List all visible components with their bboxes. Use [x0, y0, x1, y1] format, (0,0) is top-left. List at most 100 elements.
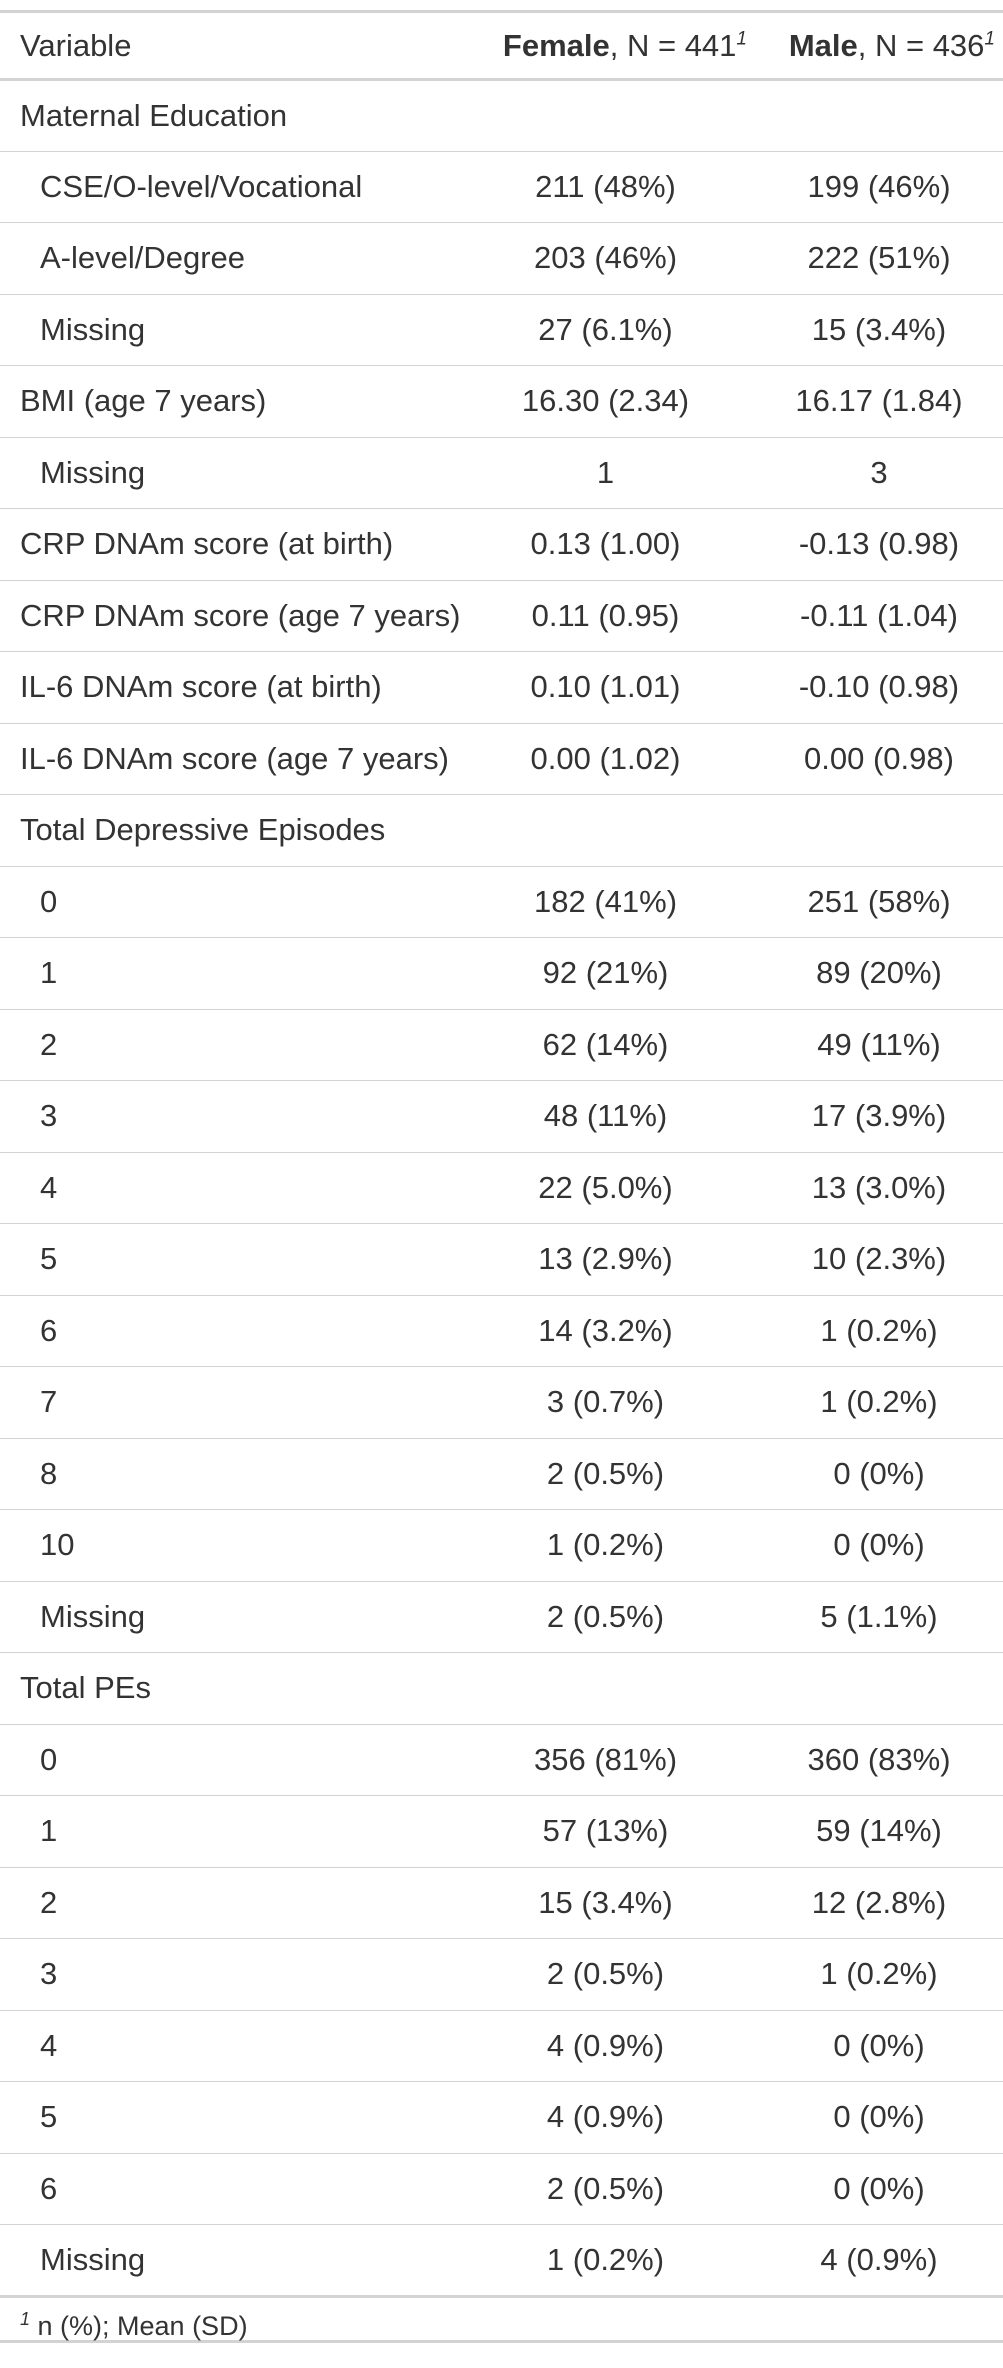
row-label: 4 — [40, 2027, 58, 2063]
row-label: BMI (age 7 years) — [20, 383, 267, 419]
female-value: 0.00 (1.02) — [530, 740, 681, 776]
row-label: Missing — [40, 1598, 146, 1634]
row-label: Missing — [40, 454, 146, 490]
header-row: Variable Female, N = 4411 Male, N = 4361 — [0, 11, 1003, 80]
table-body: Maternal Education CSE/O-level/Vocational… — [0, 80, 1003, 2296]
male-value: -0.10 (0.98) — [798, 669, 960, 705]
table-row: BMI (age 7 years) 16.30 (2.34) 16.17 (1.84… — [0, 366, 1003, 437]
row-label: 3 — [40, 1098, 58, 1134]
male-value: 251 (58%) — [807, 883, 951, 919]
table-row: 6 2 (0.5%) 0 (0%) — [0, 2153, 1003, 2225]
row-label: CSE/O-level/Vocational — [40, 168, 363, 204]
row-label: CRP DNAm score (age 7 years) — [20, 597, 461, 633]
male-value: 0 (0%) — [833, 2099, 925, 2135]
table-row: 2 15 (3.4%) 12 (2.8%) — [0, 1867, 1003, 1939]
table-row: 3 48 (11%) 17 (3.9%) — [0, 1081, 1003, 1152]
row-label: 0 — [40, 1741, 58, 1777]
table-row: IL-6 DNAm score (age 7 years) 0.00 (1.02)… — [0, 723, 1003, 795]
footnote-text: n (%); Mean (SD) — [30, 2310, 248, 2341]
summary-table: Variable Female, N = 4411 Male, N = 4361… — [0, 10, 1003, 2298]
row-label: 7 — [40, 1384, 58, 1420]
row-label: 0 — [40, 883, 58, 919]
male-value: 10 (2.3%) — [811, 1241, 947, 1277]
female-value: 2 (0.5%) — [546, 2170, 665, 2206]
row-label: Missing — [40, 311, 146, 347]
table-row: 6 14 (3.2%) 1 (0.2%) — [0, 1295, 1003, 1367]
row-label: 2 — [40, 1026, 58, 1062]
male-value: 3 — [870, 454, 888, 490]
male-value: 0 (0%) — [833, 2170, 925, 2206]
table-row: 1 57 (13%) 59 (14%) — [0, 1796, 1003, 1867]
header-male-n: , N = 436 — [857, 27, 985, 63]
table-row: 0 356 (81%) 360 (83%) — [0, 1724, 1003, 1796]
footnote-marker: 1 — [20, 2308, 31, 2329]
row-label: 2 — [40, 1884, 58, 1920]
female-value: 2 (0.5%) — [546, 1455, 665, 1491]
female-value: 48 (11%) — [543, 1098, 668, 1134]
table-row: CRP DNAm score (at birth) 0.13 (1.00) -0.1… — [0, 509, 1003, 580]
female-value: 13 (2.9%) — [538, 1241, 673, 1277]
female-value: 1 — [596, 454, 615, 490]
female-value: 22 (5.0%) — [538, 1169, 673, 1205]
male-value: 1 (0.2%) — [820, 1956, 938, 1992]
female-value: 3 (0.7%) — [546, 1384, 665, 1420]
female-value: 4 (0.9%) — [546, 2027, 665, 2063]
female-value: 27 (6.1%) — [538, 311, 673, 347]
row-label: Maternal Education — [20, 97, 288, 133]
female-value: 2 (0.5%) — [546, 1956, 665, 1992]
table-row: CRP DNAm score (age 7 years) 0.11 (0.95) -… — [0, 580, 1003, 652]
female-value: 0.10 (1.01) — [530, 669, 681, 705]
row-label: IL-6 DNAm score (at birth) — [20, 669, 382, 705]
table-row: 5 13 (2.9%) 10 (2.3%) — [0, 1224, 1003, 1295]
male-value — [755, 80, 1003, 152]
female-value: 1 (0.2%) — [546, 1527, 665, 1563]
table-header: Variable Female, N = 4411 Male, N = 4361 — [0, 11, 1003, 80]
table-row: 7 3 (0.7%) 1 (0.2%) — [0, 1367, 1003, 1438]
table-row: 10 1 (0.2%) 0 (0%) — [0, 1510, 1003, 1581]
header-female-name: Female — [502, 27, 610, 63]
female-value: 15 (3.4%) — [538, 1884, 673, 1920]
row-label: Missing — [40, 2241, 146, 2277]
row-label: 8 — [40, 1455, 58, 1491]
female-value: 0.13 (1.00) — [530, 526, 681, 562]
female-value: 62 (14%) — [542, 1026, 669, 1062]
male-value: 17 (3.9%) — [811, 1098, 947, 1134]
female-value: 356 (81%) — [533, 1741, 678, 1777]
male-value: 0 (0%) — [833, 2027, 925, 2063]
table-row: 4 4 (0.9%) 0 (0%) — [0, 2010, 1003, 2082]
table-row: 8 2 (0.5%) 0 (0%) — [0, 1438, 1003, 1510]
male-value: -0.11 (1.04) — [800, 597, 958, 633]
table-row: 1 92 (21%) 89 (20%) — [0, 938, 1003, 1009]
header-female-n: , N = 441 — [609, 27, 737, 63]
table-row: A-level/Degree 203 (46%) 222 (51%) — [0, 223, 1003, 294]
male-value: 1 (0.2%) — [820, 1312, 938, 1348]
female-value: 211 (48%) — [535, 168, 676, 204]
table-row: Maternal Education — [0, 80, 1003, 152]
male-value: 15 (3.4%) — [811, 311, 947, 347]
female-value: 0.11 (0.95) — [531, 597, 680, 633]
row-label: 6 — [40, 1312, 58, 1348]
male-value: 0 (0%) — [833, 1455, 925, 1491]
female-value: 4 (0.9%) — [546, 2099, 665, 2135]
header-male: Male, N = 4361 — [755, 12, 1003, 80]
male-value: 16.17 (1.84) — [795, 383, 963, 419]
table-row: Missing 1 3 — [0, 437, 1003, 509]
male-value: -0.13 (0.98) — [798, 526, 960, 562]
table-footnote: 1 n (%); Mean (SD) — [0, 2298, 1003, 2343]
male-value: 5 (1.1%) — [820, 1598, 938, 1634]
female-value: 92 (21%) — [542, 955, 669, 991]
row-label: 6 — [40, 2170, 58, 2206]
header-male-footnote-marker: 1 — [984, 28, 995, 50]
male-value: 59 (14%) — [816, 1813, 942, 1849]
male-value: 0.00 (0.98) — [804, 740, 954, 776]
male-value: 0 (0%) — [833, 1527, 925, 1563]
female-value: 2 (0.5%) — [546, 1598, 665, 1634]
table-row: Total Depressive Episodes — [0, 795, 1003, 866]
row-label: Total PEs — [20, 1670, 151, 1706]
summary-table-container: Variable Female, N = 4411 Male, N = 4361… — [0, 10, 1003, 2343]
male-value: 199 (46%) — [807, 168, 951, 204]
female-value — [456, 80, 755, 152]
female-value: 16.30 (2.34) — [521, 383, 690, 419]
row-label: Total Depressive Episodes — [20, 812, 386, 848]
male-value: 1 (0.2%) — [820, 1384, 938, 1420]
